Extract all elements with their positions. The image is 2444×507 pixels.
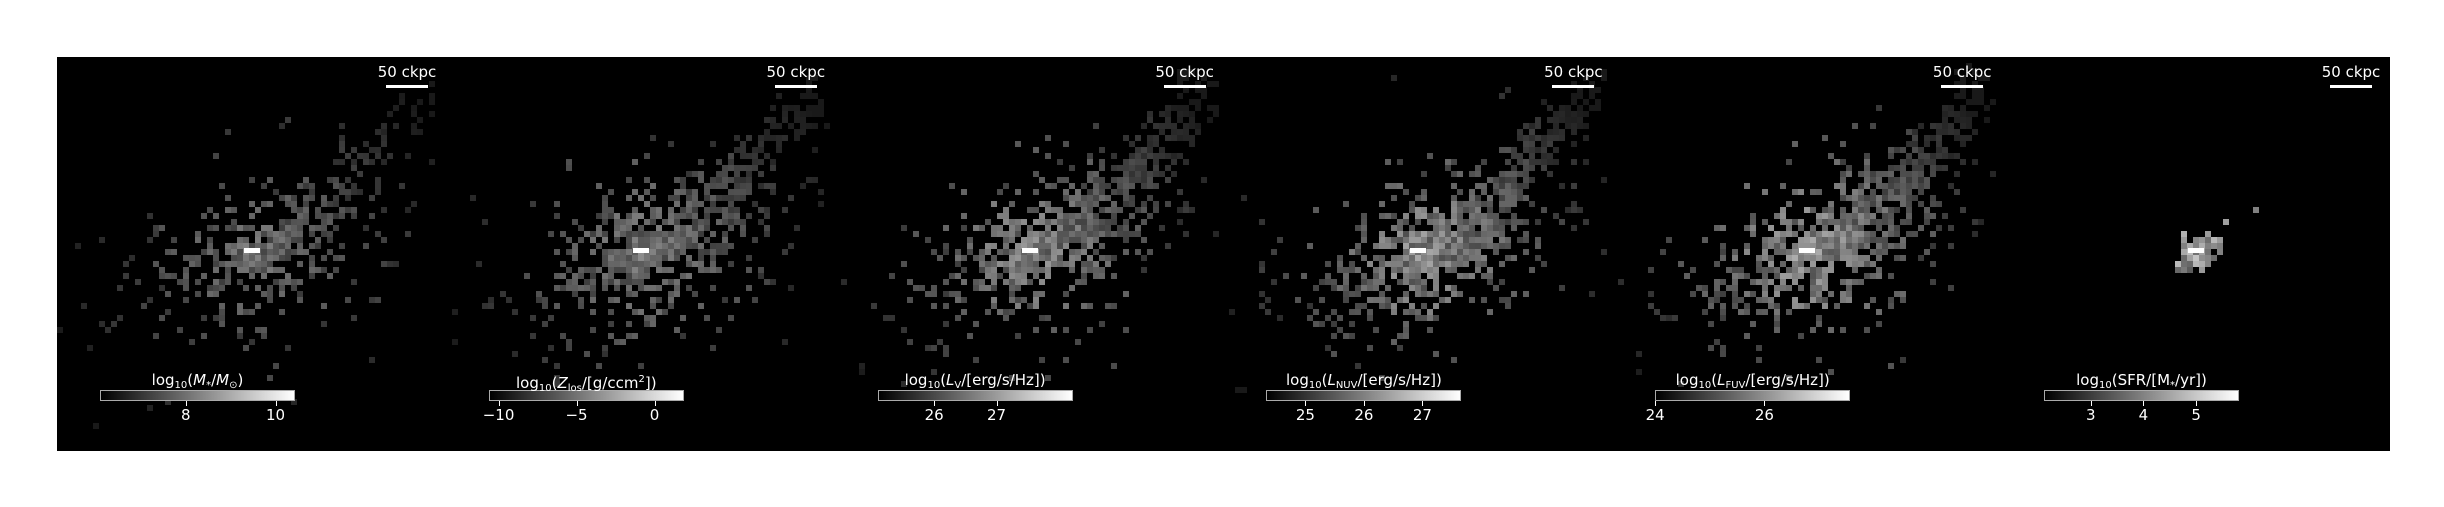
galaxy-core [1410, 248, 1427, 253]
colorbar-gradient [1655, 390, 1851, 401]
galaxy-map [2175, 207, 2259, 273]
scale-bar: 50 ckpc [367, 63, 446, 88]
colorbar-tick-label: 8 [181, 406, 191, 424]
scale-bar-label: 50 ckpc [377, 63, 437, 81]
colorbar-tick [275, 401, 277, 406]
colorbar-tick-label: −5 [565, 406, 588, 424]
colorbar-gradient [488, 390, 684, 401]
galaxy-core [244, 248, 260, 253]
colorbar-tick-label: 26 [1754, 406, 1774, 424]
colorbar-tick-label: 24 [1645, 406, 1665, 424]
colorbar-gradient [877, 390, 1073, 401]
colorbar: log10(M*/M⊙) 8 10 [100, 370, 295, 424]
map-panel: 50 ckpc log10(LFUV/[erg/s/Hz]) 24 26 [1612, 57, 2001, 451]
colorbar-label: log10(LNUV/[erg/s/Hz]) [1285, 371, 1442, 391]
scale-bar-label: 50 ckpc [2321, 63, 2381, 81]
colorbar-gradient [2044, 390, 2239, 401]
scale-bar-line [1941, 85, 1984, 88]
colorbar-gradient [1266, 390, 1462, 401]
colorbar-label: log10(SFR/[M*/yr]) [2076, 371, 2207, 391]
scale-bar-line [1552, 85, 1595, 88]
map-panel: 50 ckpc log10(LNUV/[erg/s/Hz]) 25 26 27 [1223, 57, 1612, 451]
colorbar-tick-label: 5 [2191, 406, 2201, 424]
galaxy-map [1618, 63, 1997, 387]
galaxy-core [1021, 248, 1038, 253]
colorbar: log10(LV/[erg/s/Hz]) 26 27 [877, 370, 1073, 424]
colorbar-tick-label: 26 [924, 406, 944, 424]
colorbar-label: log10(LFUV/[erg/s/Hz]) [1675, 371, 1830, 391]
scale-bar-label: 50 ckpc [1932, 63, 1992, 81]
colorbar-label: log10(LV/[erg/s/Hz]) [904, 371, 1046, 391]
colorbar-gradient [100, 390, 295, 401]
scale-bar-line [2330, 85, 2372, 88]
scale-bar: 50 ckpc [1922, 63, 2001, 88]
colorbar-tick [1764, 401, 1766, 406]
colorbar: log10(LFUV/[erg/s/Hz]) 24 26 [1646, 370, 1851, 424]
colorbar-tick-label: 25 [1295, 406, 1315, 424]
scale-bar-line [1163, 85, 1206, 88]
galaxy-core [1799, 248, 1816, 253]
map-panel: 50 ckpc log10(Zlos/[g/ccm2]) −10 −5 0 [446, 57, 835, 451]
colorbar-tick [2143, 401, 2145, 406]
galaxy-core [632, 248, 649, 253]
colorbar-tick [1655, 401, 1657, 406]
galaxy-map [57, 81, 435, 429]
colorbar: log10(SFR/[M*/yr]) 3 4 5 [2044, 370, 2239, 424]
scale-bar: 50 ckpc [756, 63, 835, 88]
map-panel: 50 ckpc log10(SFR/[M*/yr]) 3 4 5 [2001, 57, 2390, 451]
colorbar-tick-label: 0 [649, 406, 660, 424]
colorbar: log10(Zlos/[g/ccm2]) −10 −5 0 [483, 370, 684, 424]
colorbar-tick-label: 10 [265, 406, 286, 424]
scale-bar: 50 ckpc [2311, 63, 2390, 88]
scale-bar-line [774, 85, 817, 88]
colorbar-tick [498, 401, 500, 406]
colorbar-label: log10(M*/M⊙) [151, 371, 244, 391]
galaxy-map [840, 69, 1219, 387]
colorbar-tick-label: 27 [1412, 406, 1432, 424]
scale-bar: 50 ckpc [1145, 63, 1224, 88]
colorbar-tick-label: 26 [1354, 406, 1374, 424]
map-panel: 50 ckpc log10(M*/M⊙) 8 10 [57, 57, 446, 451]
scale-bar-line [386, 85, 428, 88]
scale-bar-label: 50 ckpc [1155, 63, 1214, 81]
galaxy-map [451, 75, 830, 387]
colorbar: log10(LNUV/[erg/s/Hz]) 25 26 27 [1266, 370, 1462, 424]
colorbar-tick [2196, 401, 2198, 406]
scale-bar-label: 50 ckpc [766, 63, 826, 81]
colorbar-tick [996, 401, 998, 406]
colorbar-tick-label: 4 [2138, 406, 2149, 424]
colorbar-label: log10(Zlos/[g/ccm2]) [516, 374, 657, 394]
galaxy-core [2188, 248, 2204, 253]
colorbar-tick [185, 401, 187, 406]
colorbar-tick-label: 3 [2086, 406, 2096, 424]
colorbar-tick [2090, 401, 2092, 406]
colorbar-tick [1422, 401, 1424, 406]
scale-bar: 50 ckpc [1533, 63, 1612, 88]
galaxy-map [1229, 69, 1608, 393]
scale-bar-label: 50 ckpc [1544, 63, 1603, 81]
colorbar-tick [1363, 401, 1365, 406]
colorbar-tick [1305, 401, 1307, 406]
colorbar-tick [654, 401, 656, 406]
colorbar-tick-label: −10 [482, 406, 515, 424]
image-strip: 50 ckpc log10(M*/M⊙) 8 10 50 ckpc log10(Zlos/… [57, 57, 2390, 451]
map-panel: 50 ckpc log10(LV/[erg/s/Hz]) 26 27 [835, 57, 1224, 451]
colorbar-tick [576, 401, 578, 406]
colorbar-tick [934, 401, 936, 406]
colorbar-tick-label: 27 [986, 406, 1007, 424]
